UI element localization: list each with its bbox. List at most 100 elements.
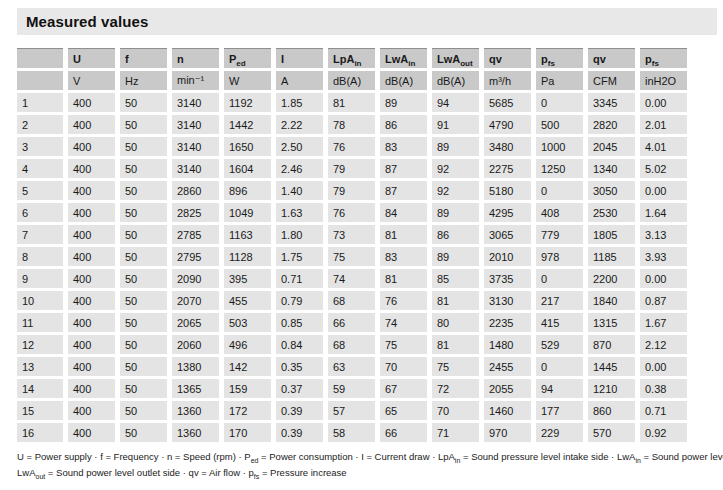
data-cell: 2820 — [588, 115, 635, 134]
row-number-cell: 15 — [17, 401, 63, 420]
data-cell: 50 — [120, 247, 167, 266]
data-cell: 0.39 — [276, 401, 323, 420]
row-number-cell: 10 — [17, 291, 63, 310]
data-cell: 57 — [328, 401, 375, 420]
data-cell: 0 — [536, 269, 583, 288]
column-symbol-header: LwAin — [380, 48, 427, 68]
column-symbol-header: LpAin — [328, 48, 375, 68]
column-symbol-subscript: fs — [548, 59, 555, 68]
row-number-cell: 16 — [17, 423, 63, 442]
data-cell: 3130 — [484, 291, 531, 310]
data-cell: 1.40 — [276, 181, 323, 200]
row-number-cell: 9 — [17, 269, 63, 288]
data-cell: 0.84 — [276, 335, 323, 354]
row-number-cell: 4 — [17, 159, 63, 178]
table-row: 144005013651590.3759677220559412100.38 — [17, 379, 687, 398]
data-cell: 1445 — [588, 357, 635, 376]
data-cell: 2.12 — [640, 335, 687, 354]
data-cell: 1380 — [172, 357, 219, 376]
data-cell: 86 — [380, 115, 427, 134]
column-unit-header: W — [224, 71, 271, 90]
column-symbol-header — [17, 48, 63, 68]
data-cell: 5180 — [484, 181, 531, 200]
data-cell: 59 — [328, 379, 375, 398]
column-symbol-header: qv — [484, 48, 531, 68]
footnote-text: = Sound power level intake side — [641, 451, 723, 462]
column-symbol-subscript: out — [460, 59, 472, 68]
column-unit-header: Hz — [120, 71, 167, 90]
column-unit-header: CFM — [588, 71, 635, 90]
data-cell: 58 — [328, 423, 375, 442]
data-cell: 217 — [536, 291, 583, 310]
data-cell: 2235 — [484, 313, 531, 332]
data-cell: 400 — [68, 401, 115, 420]
data-cell: 229 — [536, 423, 583, 442]
column-symbol-header: pfs — [536, 48, 583, 68]
row-number-cell: 6 — [17, 203, 63, 222]
data-cell: 50 — [120, 401, 167, 420]
data-cell: 400 — [68, 313, 115, 332]
data-cell: 2825 — [172, 203, 219, 222]
footnote-text: U = Power supply · f = Frequency · n = S… — [17, 451, 251, 462]
data-cell: 3050 — [588, 181, 635, 200]
column-symbol-header: U — [68, 48, 115, 68]
data-cell: 1650 — [224, 137, 271, 156]
data-cell: 76 — [328, 137, 375, 156]
footnote-text: = Power consumption · I = Current draw ·… — [258, 451, 454, 462]
data-cell: 0.35 — [276, 357, 323, 376]
column-symbol-subscript: in — [354, 59, 361, 68]
data-cell: 415 — [536, 313, 583, 332]
data-cell: 74 — [328, 269, 375, 288]
data-cell: 3140 — [172, 137, 219, 156]
data-cell: 408 — [536, 203, 583, 222]
table-row: 240050314014422.22788691479050028202.01 — [17, 115, 687, 134]
data-cell: 3140 — [172, 93, 219, 112]
column-symbol-base: I — [281, 53, 284, 65]
column-symbol-header: qv — [588, 48, 635, 68]
data-cell: 63 — [328, 357, 375, 376]
column-symbol-header: pfs — [640, 48, 687, 68]
data-cell: 50 — [120, 379, 167, 398]
measured-values-table: UfnPedILpAinLwAinLwAoutqvpfsqvpfs VHzmin… — [12, 45, 692, 445]
row-number-cell: 14 — [17, 379, 63, 398]
data-cell: 0.87 — [640, 291, 687, 310]
data-cell: 73 — [328, 225, 375, 244]
data-cell: 3140 — [172, 159, 219, 178]
data-cell: 50 — [120, 357, 167, 376]
data-cell: 50 — [120, 291, 167, 310]
row-number-cell: 5 — [17, 181, 63, 200]
table-row: 94005020903950.717481853735022000.00 — [17, 269, 687, 288]
data-cell: 400 — [68, 269, 115, 288]
data-cell: 50 — [120, 225, 167, 244]
data-cell: 89 — [432, 247, 479, 266]
data-cell: 0.39 — [276, 423, 323, 442]
data-cell: 2860 — [172, 181, 219, 200]
table-row: 164005013601700.395866719702295700.92 — [17, 423, 687, 442]
data-cell: 177 — [536, 401, 583, 420]
data-cell: 1185 — [588, 247, 635, 266]
footnote-subscript: out — [35, 473, 45, 480]
data-cell: 68 — [328, 291, 375, 310]
data-cell: 1.85 — [276, 93, 323, 112]
data-cell: 50 — [120, 335, 167, 354]
data-cell: 400 — [68, 335, 115, 354]
data-cell: 2055 — [484, 379, 531, 398]
table-row: 54005028608961.407987925180030500.00 — [17, 181, 687, 200]
data-cell: 66 — [380, 423, 427, 442]
column-symbol-header: I — [276, 48, 323, 68]
column-symbol-header: f — [120, 48, 167, 68]
data-cell: 1000 — [536, 137, 583, 156]
data-cell: 1360 — [172, 401, 219, 420]
data-cell: 496 — [224, 335, 271, 354]
footnote-line-2: LwAout = Sound power level outlet side ·… — [17, 465, 715, 481]
data-cell: 1480 — [484, 335, 531, 354]
column-symbol-header: Ped — [224, 48, 271, 68]
data-cell: 1315 — [588, 313, 635, 332]
column-unit-header: Pa — [536, 71, 583, 90]
data-cell: 2090 — [172, 269, 219, 288]
table-row: 124005020604960.8468758114805298702.12 — [17, 335, 687, 354]
data-cell: 4.01 — [640, 137, 687, 156]
data-cell: 2200 — [588, 269, 635, 288]
data-cell: 1.75 — [276, 247, 323, 266]
data-cell: 66 — [328, 313, 375, 332]
